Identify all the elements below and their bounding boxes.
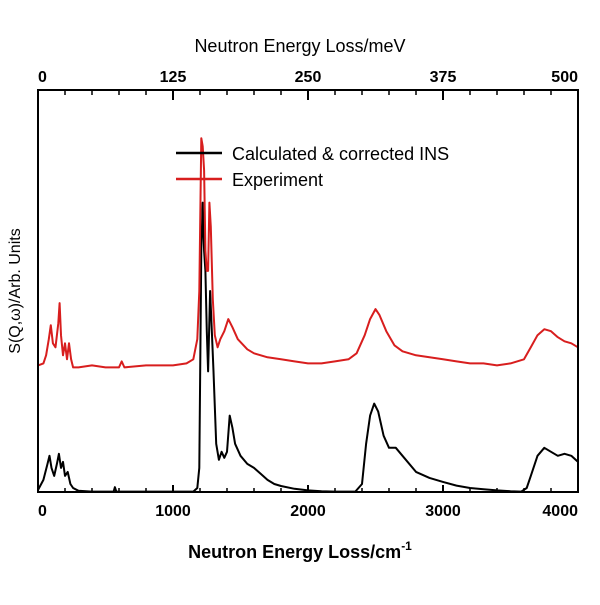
x-tick-label: 1000: [155, 503, 191, 520]
x-tick-label: 4000: [542, 503, 578, 520]
left-axis-title: S(Q,ω)/Arb. Units: [7, 228, 24, 353]
series-line-1: [37, 137, 579, 369]
series-group: [37, 137, 579, 493]
bottom-axis-title-text: Neutron Energy Loss/cm: [188, 542, 401, 562]
legend-label-0: Calculated & corrected INS: [232, 144, 449, 164]
x-tick-label: 2000: [290, 503, 326, 520]
bottom-axis-title: Neutron Energy Loss/cm-1: [188, 539, 412, 562]
x2-tick-label: 375: [430, 69, 457, 86]
legend: Calculated & corrected INS Experiment: [176, 144, 449, 190]
x2-tick-label: 125: [160, 69, 187, 86]
series-line-0: [37, 201, 579, 493]
x-tick-label: 3000: [425, 503, 461, 520]
legend-label-1: Experiment: [232, 170, 323, 190]
top-axis-title: Neutron Energy Loss/meV: [194, 36, 405, 56]
x2-tick-label: 250: [295, 69, 322, 86]
axes-group: 0 1000 2000 3000 4000 0 125 250 375 500: [37, 69, 579, 520]
x2-tick-label: 500: [551, 69, 578, 86]
bottom-axis-title-superscript: -1: [401, 539, 412, 553]
x2-tick-label: 0: [38, 69, 47, 86]
x-tick-label: 0: [38, 503, 47, 520]
